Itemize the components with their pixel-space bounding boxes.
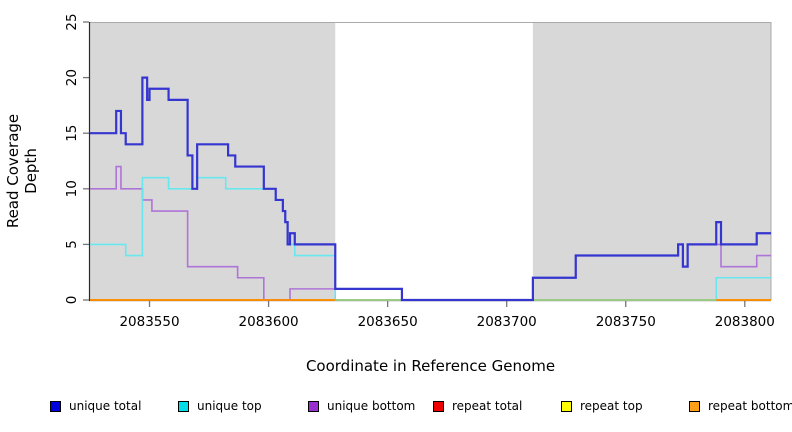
legend-label: unique total <box>69 399 142 413</box>
legend-swatch-unique-bottom <box>308 400 319 412</box>
legend-swatch-repeat-bottom <box>689 400 700 412</box>
legend-swatch-unique-total <box>50 400 61 412</box>
x-tick-label: 2083600 <box>239 314 299 330</box>
x-axis-label: Coordinate in Reference Genome <box>305 357 556 375</box>
y-axis-label: Read Coverage Depth <box>4 113 40 229</box>
y-tick-label: 15 <box>64 125 80 142</box>
legend-item-unique-bottom: unique bottom <box>308 399 415 413</box>
legend-item-repeat-total: repeat total <box>433 399 522 413</box>
legend-swatch-repeat-total <box>433 400 444 412</box>
x-tick-label: 2083650 <box>358 314 418 330</box>
legend-label: unique bottom <box>327 399 416 413</box>
legend-item-unique-top: unique top <box>178 399 262 413</box>
legend-item-repeat-bottom: repeat bottom <box>689 399 792 413</box>
x-tick-label: 2083750 <box>596 314 656 330</box>
y-tick-label: 5 <box>64 240 80 249</box>
plot-box <box>90 22 772 300</box>
legend-label: repeat bottom <box>708 399 792 413</box>
background-band <box>532 22 771 300</box>
legend-label: repeat total <box>452 399 523 413</box>
x-tick-label: 2083700 <box>477 314 537 330</box>
legend-swatch-unique-top <box>178 400 189 412</box>
y-tick-label: 10 <box>64 180 80 197</box>
y-tick-label: 0 <box>64 296 80 305</box>
legend-item-repeat-top: repeat top <box>561 399 643 413</box>
y-tick-label: 25 <box>64 13 80 30</box>
background-band <box>90 22 336 300</box>
legend-swatch-repeat-top <box>561 400 572 412</box>
legend-label: unique top <box>197 399 262 413</box>
legend-label: repeat top <box>580 399 643 413</box>
legend-item-unique-total: unique total <box>50 399 141 413</box>
x-tick-label: 2083800 <box>715 314 775 330</box>
x-tick-label: 2083550 <box>119 314 179 330</box>
series-unique-total <box>90 76 771 302</box>
y-tick-label: 20 <box>64 69 80 86</box>
